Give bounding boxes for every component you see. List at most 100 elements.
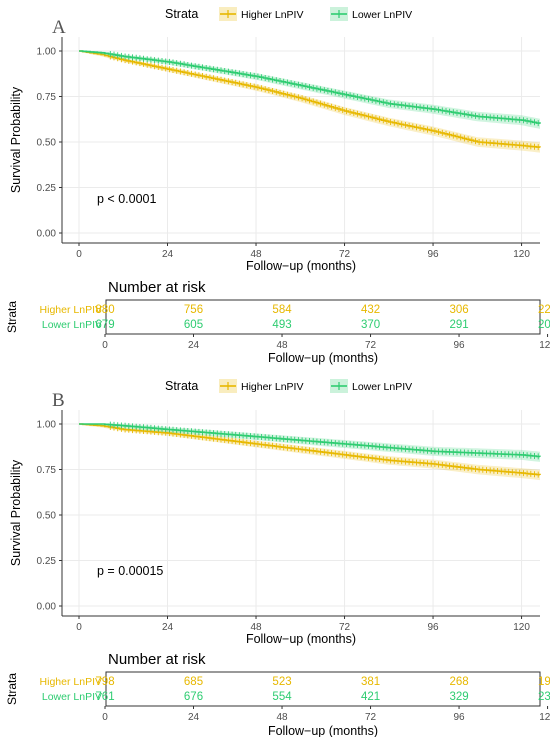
x-tick-label: 96 [427, 622, 439, 633]
series-higher [79, 423, 541, 481]
risk-count: 306 [449, 304, 468, 316]
risk-count: 432 [361, 304, 380, 316]
risk-x-tick-label: 120 [539, 712, 550, 723]
risk-row-label: Higher LnPIV [40, 676, 102, 688]
risk-x-tick-label: 48 [276, 340, 288, 351]
risk-count: 756 [184, 304, 203, 316]
x-axis-title: Follow−up (months) [246, 632, 356, 646]
risk-count: 493 [272, 319, 291, 331]
risk-x-tick-label: 48 [276, 712, 288, 723]
risk-count: 268 [449, 676, 468, 688]
risk-count: 554 [272, 691, 292, 703]
risk-x-tick-label: 24 [188, 340, 200, 351]
risk-count: 676 [184, 691, 203, 703]
legend-title: Strata [165, 379, 198, 393]
panel-letter: A [52, 17, 66, 38]
risk-count: 329 [449, 691, 468, 703]
risk-count: 584 [272, 304, 292, 316]
risk-count: 685 [184, 676, 203, 688]
risk-count: 209 [538, 319, 550, 331]
risk-x-tick-label: 72 [365, 712, 377, 723]
survival-curve [79, 423, 541, 458]
risk-count: 381 [361, 676, 380, 688]
panel-b: B Strata Higher LnPIV Lower LnPIV 0.00 0.25 0.… [5, 379, 550, 737]
y-tick-label: 0.25 [37, 183, 57, 194]
y-tick-label: 0.00 [37, 602, 57, 613]
risk-row-label: Lower LnPIV [42, 319, 102, 331]
legend-entry-higher: Higher LnPIV [219, 379, 303, 393]
survival-curve [79, 50, 541, 124]
panel-a: A Strata Higher LnPIV Lower LnPIV 0.00 0.25 0.… [5, 7, 550, 365]
x-tick-label: 48 [250, 622, 262, 633]
x-axis-title: Follow−up (months) [246, 259, 356, 273]
legend-entry-lower: Lower LnPIV [330, 7, 412, 21]
risk-x-tick-label: 72 [365, 340, 377, 351]
risk-count: 370 [361, 319, 380, 331]
series-higher [79, 50, 541, 153]
risk-x-tick-label: 24 [188, 712, 200, 723]
series-lower [79, 50, 541, 129]
risk-x-tick-label: 96 [453, 340, 465, 351]
x-tick-label: 0 [76, 622, 82, 633]
legend-label: Lower LnPIV [352, 381, 412, 393]
risk-table-title: Number at risk [108, 651, 206, 668]
risk-x-tick-label: 0 [102, 712, 108, 723]
y-tick-label: 1.00 [37, 47, 57, 58]
risk-count: 225 [538, 304, 550, 316]
x-tick-label: 120 [513, 622, 530, 633]
x-tick-label: 96 [427, 249, 439, 260]
y-axis-title: Survival Probability [9, 459, 23, 566]
risk-count: 605 [184, 319, 203, 331]
legend-entry-higher: Higher LnPIV [219, 7, 303, 21]
risk-x-tick-label: 120 [539, 340, 550, 351]
risk-count: 523 [272, 676, 291, 688]
y-tick-label: 0.50 [37, 138, 57, 149]
risk-table-frame [105, 671, 541, 707]
censor-marks [109, 421, 539, 460]
x-tick-label: 24 [162, 249, 174, 260]
series-lower [79, 421, 541, 462]
legend-label: Higher LnPIV [241, 381, 303, 393]
grid [62, 37, 540, 243]
risk-count: 798 [95, 676, 114, 688]
censor-marks [109, 51, 539, 127]
risk-count: 197 [538, 676, 550, 688]
x-tick-label: 72 [339, 249, 351, 260]
legend-entry-lower: Lower LnPIV [330, 379, 412, 393]
risk-row-label: Higher LnPIV [40, 304, 102, 316]
survival-curve [79, 423, 541, 476]
risk-table-title: Number at risk [108, 279, 206, 296]
y-axis-title: Survival Probability [9, 86, 23, 193]
x-tick-label: 120 [513, 249, 530, 260]
risk-count: 679 [95, 319, 114, 331]
legend: Strata Higher LnPIV Lower LnPIV [165, 379, 412, 393]
y-tick-label: 1.00 [37, 420, 57, 431]
risk-count: 761 [95, 691, 114, 703]
risk-count: 880 [95, 304, 114, 316]
x-tick-label: 72 [339, 622, 351, 633]
x-tick-label: 24 [162, 622, 174, 633]
legend-label: Lower LnPIV [352, 9, 412, 21]
risk-x-tick-label: 0 [102, 340, 108, 351]
risk-x-tick-label: 96 [453, 712, 465, 723]
risk-x-axis-title: Follow−up (months) [268, 351, 378, 365]
censor-marks [109, 53, 539, 151]
strata-label: Strata [5, 301, 19, 333]
p-value: p < 0.0001 [97, 192, 156, 206]
survival-curve [79, 50, 541, 148]
y-tick-label: 0.00 [37, 229, 57, 240]
y-tick-label: 0.75 [37, 465, 57, 476]
strata-label: Strata [5, 673, 19, 705]
x-tick-label: 48 [250, 249, 262, 260]
risk-row-label: Lower LnPIV [42, 691, 102, 703]
y-tick-label: 0.50 [37, 511, 57, 522]
panel-letter: B [52, 390, 65, 411]
risk-count: 421 [361, 691, 380, 703]
risk-x-axis-title: Follow−up (months) [268, 724, 378, 737]
